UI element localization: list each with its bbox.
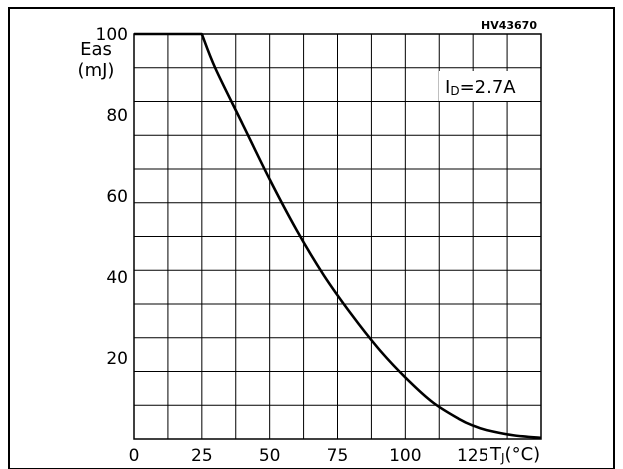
y-tick-labels: 20 40 60 80 100: [96, 25, 128, 369]
plot-area-border: [133, 33, 542, 440]
x-tick-label: 100: [389, 446, 421, 466]
x-tick-label: 125: [457, 446, 489, 466]
current-annotation: ID=2.7A: [445, 77, 516, 98]
y-tick-label: 80: [106, 106, 128, 126]
y-tick-label: 20: [106, 349, 128, 369]
x-axis-label: TJ(°C): [489, 444, 540, 465]
x-tick-labels: 0 25 50 75 100 125: [129, 446, 490, 466]
x-axis-label-bg: [487, 443, 553, 467]
x-tick-label: 25: [191, 446, 213, 466]
y-tick-label: 100: [96, 25, 128, 45]
y-tick-label: 60: [106, 187, 128, 207]
x-tick-label: 50: [259, 446, 281, 466]
eas-curve: [134, 32, 542, 440]
outer-border: [8, 7, 615, 469]
y-tick-label: 40: [106, 268, 128, 288]
y-axis-label-line2: (mJ): [78, 60, 115, 81]
figure-code: HV43670: [481, 19, 537, 32]
annotation-box-bg: [439, 71, 539, 101]
x-tick-label: 0: [129, 446, 140, 466]
y-axis-label-line1: Eas: [80, 39, 112, 60]
x-tick-label: 75: [327, 446, 349, 466]
grid: [134, 34, 541, 439]
